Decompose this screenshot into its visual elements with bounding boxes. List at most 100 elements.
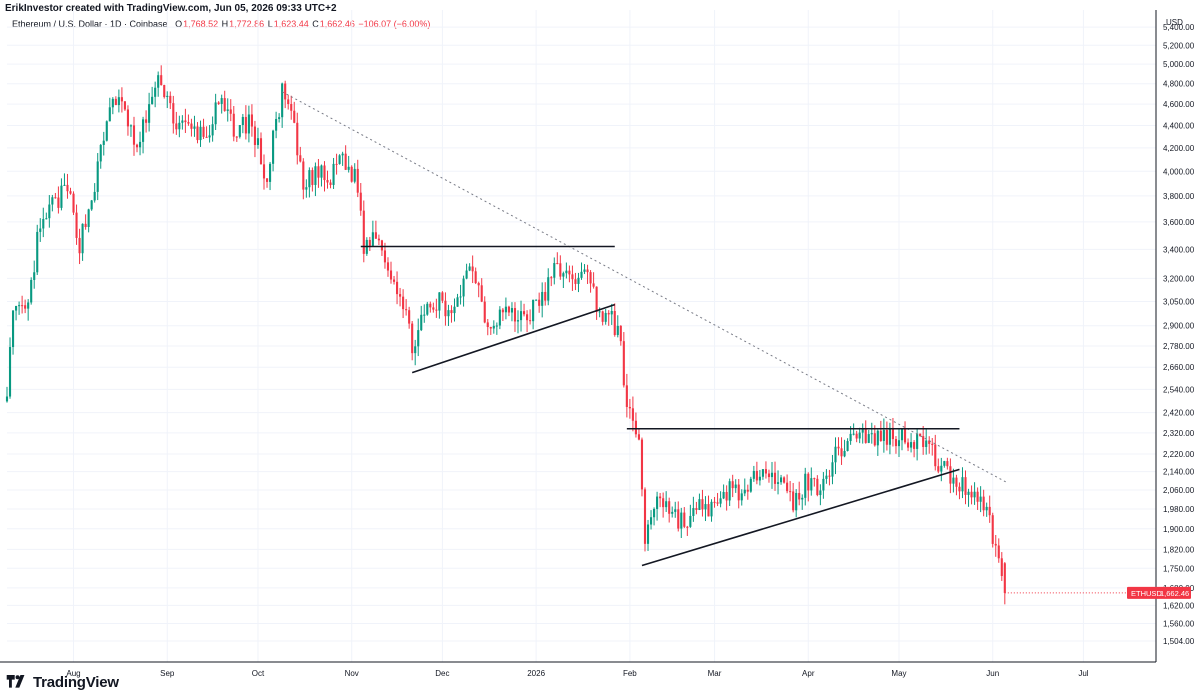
price-tick-label: 1,980.00: [1163, 505, 1195, 514]
price-tick-label: 5,200.00: [1163, 41, 1195, 50]
candle-body: [453, 306, 456, 314]
grid-lines: [7, 10, 1156, 662]
candle-body: [229, 109, 232, 114]
candle-body: [761, 469, 764, 477]
candle-body: [580, 271, 583, 278]
price-tick-label: 4,600.00: [1163, 100, 1195, 109]
candle-body: [501, 309, 504, 313]
time-axis[interactable]: Aug Sep Oct Nov Dec 2026 Feb Mar Apr May Jun Jul: [0, 661, 1156, 678]
candle-body: [380, 240, 383, 251]
candle-body: [925, 440, 928, 447]
candle-body: [489, 327, 492, 329]
candle-body: [196, 126, 199, 141]
candle-body: [335, 163, 338, 165]
price-tick-label: 2,780.00: [1163, 342, 1195, 351]
candle-body: [383, 250, 387, 263]
low-value: 1,623.44: [273, 19, 309, 29]
candle-body: [293, 110, 296, 123]
candle-body: [432, 307, 435, 310]
candle-body: [389, 270, 393, 280]
candle-body: [710, 501, 713, 517]
candle-body: [674, 509, 677, 512]
candle-body: [967, 491, 970, 495]
high-label: H: [221, 19, 229, 29]
candle-body: [749, 478, 752, 492]
candle-body: [75, 212, 78, 238]
candle-body: [492, 325, 495, 329]
price-axis[interactable]: 5,400.00 5,200.00 5,000.00 4,800.00 4,600.00…: [1127, 10, 1195, 662]
candle-body: [864, 428, 867, 443]
time-tick-label: May: [891, 669, 906, 678]
candle-body: [157, 75, 160, 88]
candle-body: [199, 126, 202, 141]
candle-body: [919, 433, 922, 437]
price-tick-label: 5,000.00: [1163, 60, 1195, 69]
candle-body: [698, 499, 701, 510]
candle-body: [480, 285, 483, 302]
candle-body: [102, 140, 105, 145]
candle-body: [988, 506, 991, 516]
candle-body: [783, 477, 786, 483]
candle-body: [474, 271, 477, 284]
time-tick-label: Jul: [1078, 669, 1088, 678]
candle-body: [338, 155, 341, 164]
candle-body: [755, 470, 758, 481]
candle-body: [535, 299, 538, 301]
candle-body: [504, 306, 507, 313]
candle-body: [686, 526, 689, 528]
candle-body: [1003, 563, 1006, 593]
candle-body: [544, 291, 547, 301]
price-tick-label: 4,000.00: [1163, 167, 1195, 176]
candle-body: [595, 286, 598, 312]
candle-body: [513, 308, 517, 322]
credit-line: ErikInvestor created with TradingView.co…: [5, 3, 337, 14]
candle-body: [205, 136, 208, 138]
time-tick-label: Jun: [986, 669, 999, 678]
candle-body: [619, 325, 622, 342]
candle-body: [72, 193, 75, 213]
candle-body: [976, 491, 979, 502]
change-value: −106.07 (−6.00%): [358, 19, 431, 29]
candle-body: [861, 428, 864, 433]
candle-body: [767, 473, 771, 478]
time-tick-label: Apr: [802, 669, 815, 678]
candle-body: [250, 114, 253, 127]
candle-body: [290, 104, 293, 111]
candle-body: [795, 492, 798, 511]
candle-body: [78, 237, 81, 254]
candle-body: [244, 116, 247, 134]
price-tick-label: 2,420.00: [1163, 409, 1195, 418]
candle-body: [405, 309, 408, 311]
candle-body: [299, 155, 302, 162]
candle-body: [459, 296, 462, 298]
price-tick-label: 5,400.00: [1163, 23, 1195, 32]
candle-body: [613, 310, 616, 335]
candle-body: [344, 153, 347, 170]
candle-body: [565, 270, 568, 274]
candle-body: [120, 97, 123, 102]
candle-body: [175, 123, 178, 130]
symbol-name[interactable]: Ethereum / U.S. Dollar · 1D · Coinbase: [12, 19, 168, 29]
candle-body: [302, 161, 305, 190]
candle-body: [831, 462, 834, 477]
candle-body: [45, 218, 48, 220]
candle-body: [284, 83, 287, 100]
candle-body: [226, 109, 229, 111]
candle-body: [238, 125, 241, 137]
price-tick-label: 2,900.00: [1163, 322, 1195, 331]
candle-body: [849, 433, 852, 442]
candle-body: [891, 427, 894, 440]
price-tick-label: 2,060.00: [1163, 486, 1195, 495]
candle-body: [132, 125, 136, 145]
candle-body: [659, 496, 662, 499]
candle-body: [764, 469, 768, 474]
candle-body: [840, 448, 843, 457]
candle-body: [601, 311, 604, 322]
candle-body: [713, 501, 716, 503]
candle-body: [547, 277, 550, 301]
candle-body: [444, 300, 447, 317]
candle-body: [731, 481, 734, 489]
tradingview-logo[interactable]: TradingView: [6, 674, 119, 691]
candle-body: [399, 294, 402, 297]
